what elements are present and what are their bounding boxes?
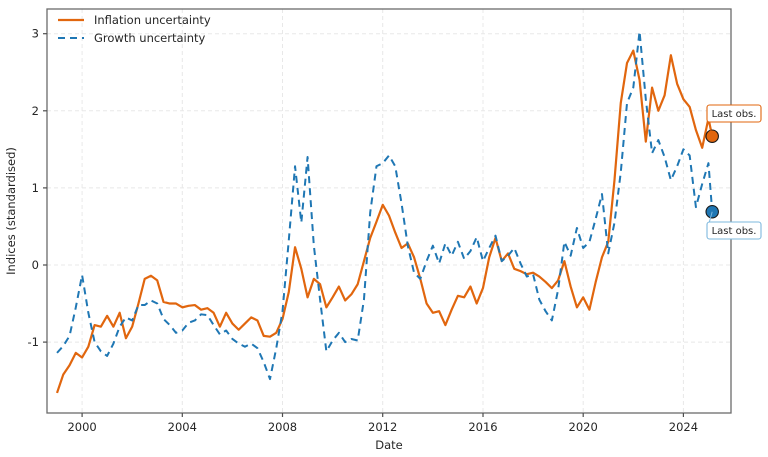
- x-axis-label: Date: [375, 438, 403, 452]
- x-tick-label: 2016: [468, 420, 497, 434]
- x-tick-label: 2020: [569, 420, 598, 434]
- last-obs-markers: [705, 129, 719, 219]
- x-tick-label: 2004: [168, 420, 197, 434]
- y-tick-label: 0: [32, 258, 39, 272]
- y-tick-label: 1: [32, 181, 39, 195]
- plot-frame: [46, 8, 732, 414]
- axes-frame: [46, 8, 732, 414]
- annotations: Last obs. Last obs.: [706, 104, 762, 240]
- inflation-last-obs-box: [706, 104, 762, 123]
- x-tick-label: 2012: [368, 420, 397, 434]
- legend: Inflation uncertainty Growth uncertainty: [58, 13, 211, 45]
- x-tick-label: 2000: [67, 420, 96, 434]
- y-axis-label: Indices (standardised): [4, 147, 18, 275]
- inflation-last-obs-text: Last obs.: [712, 109, 757, 120]
- y-tick-label: 2: [32, 104, 39, 118]
- data-series: [55, 30, 714, 394]
- series-line-inflation: [55, 49, 714, 394]
- y-tick-label: -1: [28, 335, 39, 349]
- axis-ticks: -1 0 1 2 3 2000 2004 2008 2012 2016 2020 2024: [28, 27, 699, 434]
- legend-label-growth: Growth uncertainty: [94, 31, 206, 45]
- series-line-growth: [56, 30, 714, 381]
- gridlines: [47, 9, 731, 413]
- x-tick-label: 2024: [669, 420, 698, 434]
- growth-last-obs-box: [706, 221, 762, 240]
- y-tick-label: 3: [32, 27, 39, 41]
- legend-label-inflation: Inflation uncertainty: [94, 13, 211, 27]
- x-tick-label: 2008: [268, 420, 297, 434]
- growth-last-obs-text: Last obs.: [712, 226, 757, 237]
